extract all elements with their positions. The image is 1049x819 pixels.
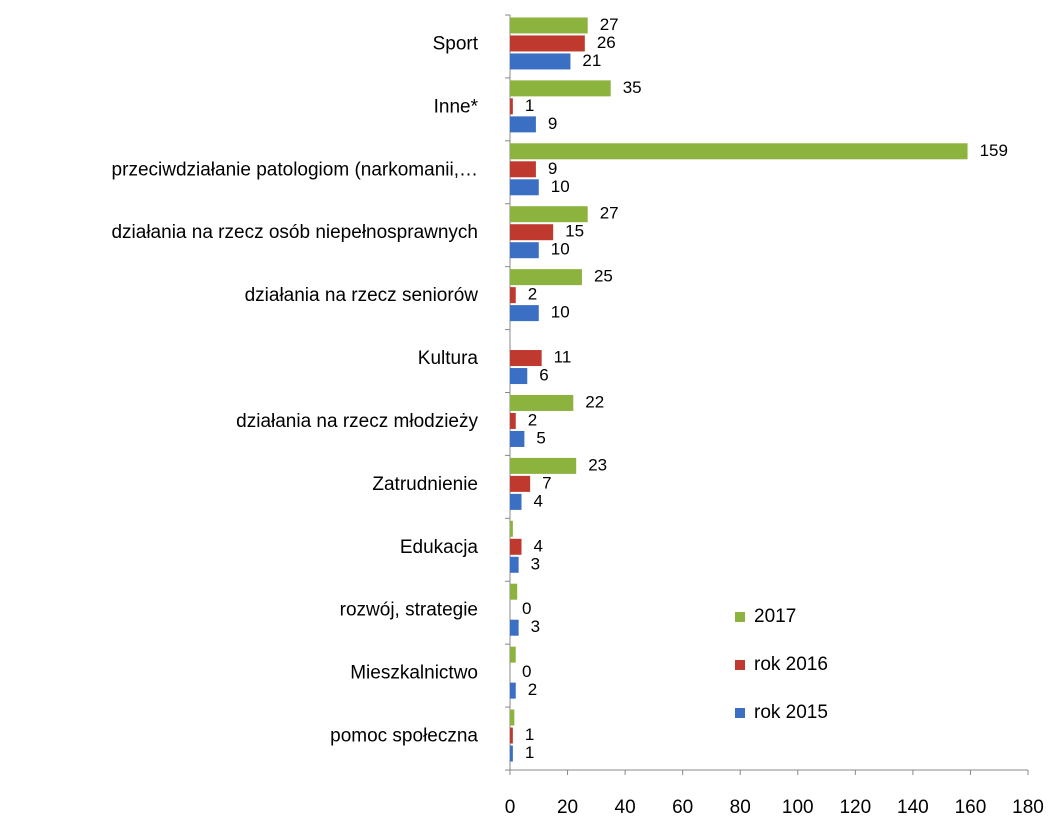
bar (510, 709, 515, 726)
value-label: 1 (525, 96, 534, 115)
bar (510, 520, 513, 537)
value-label: 9 (548, 159, 557, 178)
bar (510, 538, 522, 555)
bar (510, 242, 539, 259)
legend-label: rok 2016 (754, 654, 828, 675)
value-label: 10 (551, 177, 570, 196)
legend-label: 2017 (754, 606, 796, 627)
bar (510, 727, 513, 744)
bar (510, 556, 519, 573)
x-tick-label: 0 (505, 797, 516, 818)
bar (510, 80, 611, 97)
y-tick-label: Zatrudnienie (372, 474, 478, 495)
value-label: 2 (528, 680, 537, 699)
y-tick-label: przeciwdziałanie patologiom (narkomanii,… (112, 159, 478, 180)
value-label: 2 (528, 410, 537, 429)
x-tick-label: 100 (782, 797, 814, 818)
value-label: 9 (548, 114, 557, 133)
bar (510, 17, 588, 34)
bar (510, 305, 539, 322)
x-tick-label: 40 (615, 797, 636, 818)
bar (510, 430, 525, 447)
x-tick-label: 60 (672, 797, 693, 818)
bar (510, 475, 531, 492)
bar (510, 457, 577, 474)
value-label: 21 (582, 51, 601, 70)
legend-swatch (735, 660, 745, 670)
bar (510, 412, 516, 429)
value-label: 10 (551, 303, 570, 322)
bar (510, 161, 536, 178)
y-tick-label: Kultura (418, 348, 479, 369)
y-tick-label: działania na rzecz osób niepełnosprawnyc… (111, 222, 478, 243)
value-label: 0 (522, 599, 531, 618)
value-label: 35 (623, 78, 642, 97)
bar (510, 179, 539, 196)
value-label: 11 (554, 348, 572, 367)
bar (510, 116, 536, 133)
x-tick-label: 120 (839, 797, 871, 818)
bar (510, 53, 571, 70)
value-label: 3 (531, 554, 540, 573)
legend-swatch (735, 612, 745, 622)
x-tick-label: 80 (730, 797, 751, 818)
y-tick-label: Sport (433, 33, 479, 54)
bar (510, 35, 585, 52)
y-tick-label: Mieszkalnictwo (350, 663, 478, 684)
value-label: 15 (565, 222, 584, 241)
y-tick-label: Inne* (434, 96, 479, 117)
legend-label: rok 2015 (754, 702, 828, 723)
x-tick-label: 180 (1012, 797, 1044, 818)
value-label: 25 (594, 267, 613, 286)
bar (510, 206, 588, 223)
value-label: 4 (534, 491, 543, 510)
value-label: 1 (525, 743, 534, 762)
value-label: 5 (536, 428, 545, 447)
bar (510, 682, 516, 699)
legend-swatch (735, 708, 745, 718)
bar (510, 350, 542, 367)
bar (510, 583, 518, 600)
value-label: 22 (585, 392, 604, 411)
y-tick-label: działania na rzecz seniorów (245, 285, 479, 306)
x-tick-label: 20 (557, 797, 578, 818)
value-label: 10 (551, 240, 570, 259)
value-label: 159 (980, 141, 1008, 160)
value-label: 3 (531, 617, 540, 636)
bar (510, 143, 968, 160)
value-label: 0 (522, 662, 531, 681)
value-label: 2 (528, 285, 537, 304)
x-tick-label: 140 (897, 797, 929, 818)
value-label: 23 (588, 455, 607, 474)
bar (510, 394, 574, 411)
bar (510, 269, 582, 286)
value-label: 6 (539, 366, 548, 385)
bar (510, 646, 516, 663)
y-tick-label: działania na rzecz młodzieży (236, 411, 478, 432)
bar (510, 98, 513, 115)
x-tick-label: 160 (955, 797, 987, 818)
bar (510, 745, 513, 762)
bar (510, 368, 528, 385)
value-label: 27 (600, 15, 619, 34)
y-tick-label: Edukacja (400, 537, 479, 558)
value-label: 26 (597, 33, 616, 52)
bar (510, 287, 516, 304)
bar (510, 619, 519, 636)
value-label: 4 (534, 536, 543, 555)
value-label: 7 (542, 473, 551, 492)
value-label: 1 (525, 725, 534, 744)
value-label: 27 (600, 204, 619, 223)
y-tick-label: pomoc społeczna (330, 726, 478, 747)
bar (510, 493, 522, 510)
bar (510, 224, 554, 241)
y-tick-label: rozwój, strategie (340, 600, 478, 621)
